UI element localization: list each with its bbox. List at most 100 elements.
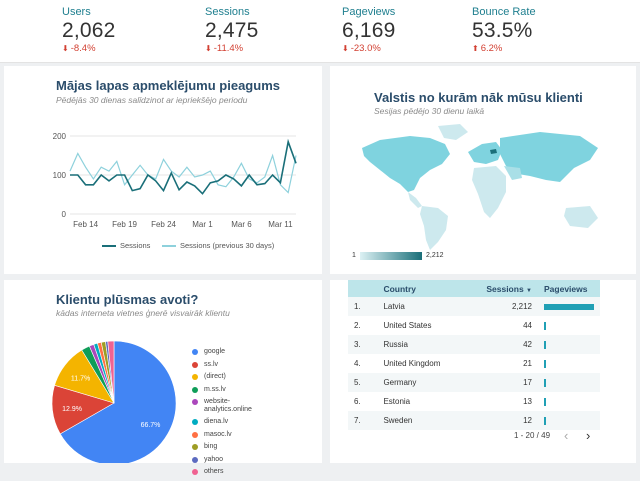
europe-map: [468, 142, 502, 164]
legend-label: masoc.lv: [204, 430, 232, 438]
table-row[interactable]: 1. Latvia 2,212: [348, 297, 600, 316]
sessions-previous-series-line[interactable]: [69, 152, 297, 194]
sort-descending-icon: ▼: [526, 287, 532, 294]
kpi-delta: ⬆ 6.2%: [472, 43, 536, 54]
map-color-scale: [360, 252, 422, 260]
country-table: Country Sessions ▼ Pageviews 1. Latvia 2,2…: [348, 280, 600, 430]
pageviews-cell: [538, 297, 600, 316]
country-cell: Sweden: [377, 411, 475, 430]
country-cell: Russia: [377, 335, 475, 354]
legend-dot: [192, 386, 198, 393]
kpi-value: 2,475: [205, 19, 259, 42]
table-row[interactable]: 4. United Kingdom 21: [348, 354, 600, 373]
kpi-bounce-rate[interactable]: Bounce Rate 53.5% ⬆ 6.2%: [472, 6, 536, 54]
legend-dot: [192, 374, 198, 380]
kpi-users[interactable]: Users 2,062 ⬇ -8.4%: [62, 6, 116, 54]
legend-dot: [192, 361, 198, 368]
country-header[interactable]: Country: [377, 280, 475, 297]
world-map[interactable]: [350, 118, 610, 252]
sessions-card: Mājas lapas apmeklējumu pieagums Pēdējās…: [4, 66, 322, 274]
pie-legend-item[interactable]: bing: [192, 443, 262, 456]
pie-slice-others[interactable]: [107, 340, 115, 404]
pie-legend-item[interactable]: diena.lv: [192, 418, 262, 431]
kpi-bar: Users 2,062 ⬇ -8.4% Sessions 2,475 ⬇ -11.4…: [0, 0, 640, 63]
legend-label: yahoo: [204, 455, 224, 463]
pie-slice-google[interactable]: [59, 340, 177, 463]
pageviews-header[interactable]: Pageviews: [538, 280, 600, 297]
australia-map: [564, 206, 598, 228]
y-tick-label: 100: [53, 171, 67, 180]
card-subtitle: Sesijas pēdējo 30 dienu laikā: [374, 106, 485, 116]
sessions-cell: 42: [474, 335, 538, 354]
legend-label: website-analytics.online: [204, 398, 252, 413]
pageviews-cell: [538, 335, 600, 354]
legend-label: (direct): [204, 373, 226, 380]
pageviews-bar: [544, 397, 546, 406]
table-body: 1. Latvia 2,212 2. United States 44 3. Russia 42…: [348, 297, 600, 430]
legend-label: m.ss.lv: [204, 385, 226, 393]
pie-legend-item[interactable]: website-analytics.online: [192, 398, 262, 418]
rank-header: [348, 280, 378, 297]
pie-legend-item[interactable]: (direct): [192, 373, 262, 386]
rank-cell: 2.: [348, 316, 378, 335]
legend-dot: [192, 431, 198, 438]
rank-cell: 6.: [348, 392, 378, 411]
pageviews-cell: [538, 354, 600, 373]
sessions-header[interactable]: Sessions ▼: [474, 280, 538, 297]
kpi-delta: ⬇ -11.4%: [205, 43, 259, 54]
legend-dot: [192, 456, 198, 463]
greenland-map: [438, 124, 468, 140]
pie-legend-item[interactable]: ss.lv: [192, 361, 262, 374]
kpi-sessions[interactable]: Sessions 2,475 ⬇ -11.4%: [205, 6, 259, 54]
kpi-value: 53.5%: [472, 19, 533, 42]
central-america-map: [408, 192, 422, 208]
rank-cell: 3.: [348, 335, 378, 354]
rank-cell: 5.: [348, 373, 378, 392]
pie-legend-item[interactable]: others: [192, 468, 262, 481]
x-tick-label: Mar 11: [268, 220, 293, 229]
y-tick-label: 0: [62, 210, 67, 219]
pie-legend-item[interactable]: masoc.lv: [192, 431, 262, 444]
kpi-pageviews[interactable]: Pageviews 6,169 ⬇ -23.0%: [342, 6, 396, 54]
legend-label: ss.lv: [204, 360, 218, 368]
pie-slice-label: 12.9%: [62, 406, 82, 413]
legend-dot: [192, 419, 198, 425]
chevron-left-icon[interactable]: ‹: [564, 428, 569, 443]
pie-legend-item[interactable]: google: [192, 348, 262, 361]
legend-dot: [192, 399, 198, 405]
pie-legend-item[interactable]: yahoo: [192, 456, 262, 469]
country-cell: Latvia: [377, 297, 475, 316]
table-row[interactable]: 2. United States 44: [348, 316, 600, 335]
card-title: Valstis no kurām nāk mūsu klienti: [374, 90, 583, 105]
legend-sessions-previous[interactable]: Sessions (previous 30 days): [162, 241, 274, 250]
sessions-series-line[interactable]: [70, 138, 297, 195]
card-subtitle: Pēdējās 30 dienas salīdzinot ar iepriekš…: [56, 95, 248, 105]
rank-cell: 1.: [348, 297, 378, 316]
chevron-right-icon[interactable]: ›: [586, 428, 591, 443]
sources-pie-chart[interactable]: 66.7% 12.9% 11.7%: [4, 333, 184, 463]
table-row[interactable]: 6. Estonia 13: [348, 392, 600, 411]
country-cell: Germany: [377, 373, 475, 392]
table-row[interactable]: 3. Russia 42: [348, 335, 600, 354]
y-tick-label: 200: [53, 132, 67, 141]
card-title: Klientu plūsmas avoti?: [56, 292, 199, 307]
legend-label: Sessions (previous 30 days): [180, 241, 275, 250]
pageviews-cell: [538, 411, 600, 430]
pie-slice-label: 11.7%: [71, 375, 90, 382]
north-america-map: [362, 136, 450, 192]
kpi-label: Sessions: [205, 6, 250, 18]
pie-legend-item[interactable]: m.ss.lv: [192, 386, 262, 399]
x-tick-label: Feb 19: [112, 220, 137, 229]
sources-card: Klientu plūsmas avoti? kādas interneta v…: [4, 280, 322, 475]
legend-sessions[interactable]: Sessions: [102, 241, 150, 250]
legend-label: bing: [204, 443, 218, 450]
table-row[interactable]: 5. Germany 17: [348, 373, 600, 392]
middle-east-map: [504, 166, 522, 180]
pageviews-bar: [544, 359, 546, 368]
table-row[interactable]: 7. Sweden 12: [348, 411, 600, 430]
arrow-up-icon: ⬆: [472, 44, 479, 53]
country-cell: United Kingdom: [377, 354, 475, 373]
sessions-line-chart[interactable]: 0 100 200 Feb 14 Feb 19 Feb 24 Mar 1 Mar 6 Mar 1…: [4, 124, 322, 274]
sessions-cell: 44: [474, 316, 538, 335]
table-header-row: Country Sessions ▼ Pageviews: [348, 280, 600, 297]
